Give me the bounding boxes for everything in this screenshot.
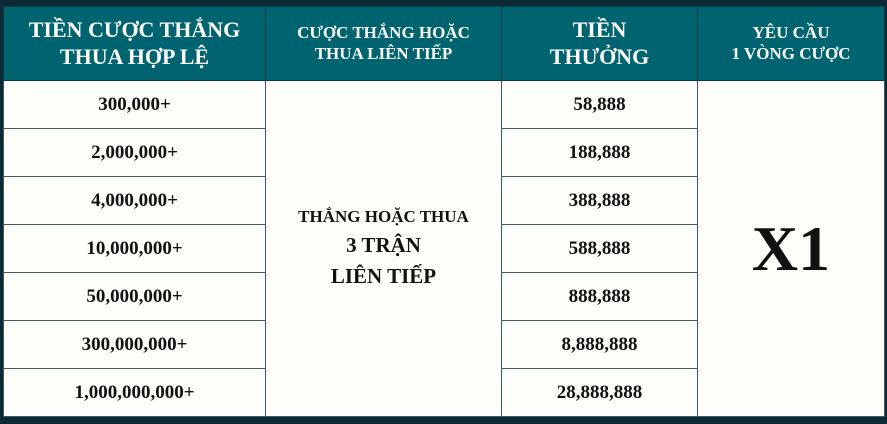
header-line: THƯỞNG — [549, 43, 650, 69]
header-row: TIỀN CƯỢC THẮNG THUA HỢP LỆ CƯỢC THẮNG HO… — [3, 6, 885, 81]
header-streak: CƯỢC THẮNG HOẶC THUA LIÊN TIẾP — [265, 6, 502, 81]
streak-line: LIÊN TIẾP — [330, 264, 437, 289]
header-requirement: YÊU CẦU 1 VÒNG CƯỢC — [697, 6, 885, 81]
bonus-cell: 8,888,888 — [501, 320, 698, 369]
table-row: 10,000,000+ 588,888 — [3, 224, 885, 273]
table-row: 300,000,000+ 8,888,888 — [3, 320, 885, 369]
bonus-cell: 888,888 — [501, 272, 698, 321]
table-row: 300,000+ THẮNG HOẶC THUA 3 TRẬN LIÊN TIẾ… — [3, 80, 885, 417]
table-row: 50,000,000+ 888,888 — [3, 272, 885, 321]
table-row: 2,000,000+ 188,888 — [3, 128, 885, 177]
header-bonus: TIỀN THƯỞNG — [501, 6, 698, 81]
multiplier-cell: X1 — [697, 80, 885, 417]
bet-cell: 300,000+ — [3, 80, 266, 129]
bonus-table: TIỀN CƯỢC THẮNG THUA HỢP LỆ CƯỢC THẮNG HO… — [3, 6, 885, 417]
header-line: YÊU CẦU — [752, 23, 830, 43]
header-line: TIỀN — [572, 17, 627, 43]
header-valid-bet: TIỀN CƯỢC THẮNG THUA HỢP LỆ — [3, 6, 266, 81]
bonus-cell: 188,888 — [501, 128, 698, 177]
bet-cell: 10,000,000+ — [3, 224, 266, 273]
table-row: 1,000,000,000+ 28,888,888 — [3, 368, 885, 417]
bet-cell: 1,000,000,000+ — [3, 368, 266, 417]
bet-cell: 4,000,000+ — [3, 176, 266, 225]
bet-cell: 50,000,000+ — [3, 272, 266, 321]
streak-line: 3 TRẬN — [346, 232, 421, 257]
table-row: 4,000,000+ 388,888 — [3, 176, 885, 225]
bonus-cell: 388,888 — [501, 176, 698, 225]
header-line: 1 VÒNG CƯỢC — [731, 43, 851, 63]
bet-cell: 300,000,000+ — [3, 320, 266, 369]
streak-line: THẮNG HOẶC THUA — [298, 207, 469, 227]
bet-cell: 2,000,000+ — [3, 128, 266, 177]
bonus-cell: 58,888 — [501, 80, 698, 129]
bonus-cell: 588,888 — [501, 224, 698, 273]
bonus-cell: 28,888,888 — [501, 368, 698, 417]
header-line: THUA LIÊN TIẾP — [314, 43, 453, 63]
streak-cell: THẮNG HOẶC THUA 3 TRẬN LIÊN TIẾP — [265, 80, 502, 417]
header-line: THUA HỢP LỆ — [59, 43, 210, 69]
header-line: TIỀN CƯỢC THẮNG — [28, 17, 241, 43]
header-line: CƯỢC THẮNG HOẶC — [297, 23, 470, 43]
